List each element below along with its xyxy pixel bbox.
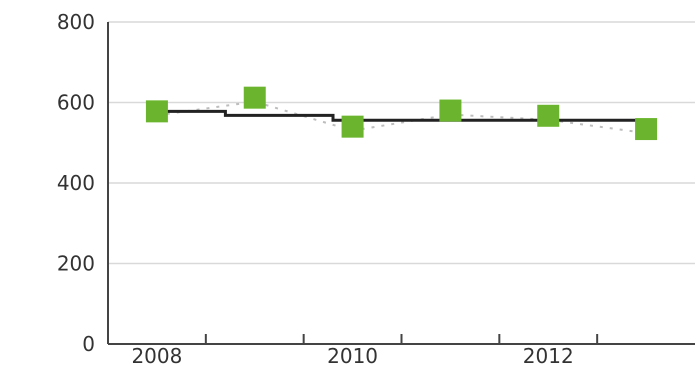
data-points <box>145 86 658 141</box>
y-tick-label: 400 <box>57 171 95 195</box>
x-tick-label: 2010 <box>327 344 378 366</box>
x-tick-labels: 2008 2010 2012 <box>131 344 573 366</box>
x-tick-label: 2008 <box>131 344 182 366</box>
dotted-trend <box>156 100 647 135</box>
y-tick-label: 0 <box>82 332 95 356</box>
y-tick-label: 200 <box>57 252 95 276</box>
data-point-2010 <box>341 115 364 138</box>
x-tick-label: 2012 <box>523 344 574 366</box>
data-point-2013 <box>635 118 658 141</box>
data-point-2008 <box>145 100 168 123</box>
axes <box>107 22 695 345</box>
data-point-2009 <box>243 86 266 109</box>
data-point-2012 <box>537 104 560 127</box>
data-point-2011 <box>439 99 462 122</box>
dotted-trend-line <box>156 100 647 135</box>
gridlines <box>108 21 695 265</box>
y-tick-labels: 0 200 400 600 800 <box>57 10 95 356</box>
y-tick-label: 800 <box>57 10 95 34</box>
step-trend-line <box>156 109 647 122</box>
y-tick-label: 600 <box>57 91 95 115</box>
step-trend-path <box>156 109 647 122</box>
